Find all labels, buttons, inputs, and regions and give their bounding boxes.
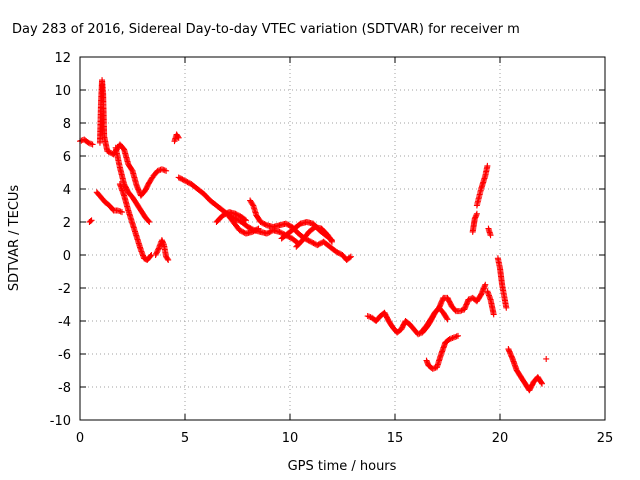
- data-point: [88, 217, 95, 224]
- data-point: [145, 218, 152, 225]
- data-point: [155, 246, 162, 253]
- y-tick-label: 4: [63, 183, 71, 198]
- data-point: [444, 316, 451, 323]
- data-point: [87, 218, 94, 225]
- chart-title: Day 283 of 2016, Sidereal Day-to-day VTE…: [12, 22, 520, 37]
- data-point: [473, 210, 480, 217]
- y-tick-label: 8: [63, 117, 71, 132]
- y-tick-label: -6: [58, 348, 71, 363]
- data-point: [165, 256, 172, 263]
- data-point: [241, 216, 248, 223]
- x-tick-label: 0: [76, 431, 84, 446]
- data-point: [443, 315, 450, 322]
- data-point: [89, 141, 96, 148]
- x-tick-label: 15: [387, 431, 404, 446]
- data-point: [429, 365, 436, 372]
- y-tick-label: 6: [63, 150, 71, 165]
- data-point: [254, 226, 261, 233]
- y-tick-labels: -10 -8 -6 -4 -2 0 2 4 6 8 10 12: [50, 51, 71, 429]
- data-point: [152, 252, 159, 258]
- x-tick-label: 20: [492, 431, 509, 446]
- x-tick-label: 25: [597, 431, 614, 446]
- data-point: [539, 380, 545, 387]
- y-tick-label: 0: [63, 249, 71, 264]
- y-tick-label: 10: [54, 84, 71, 99]
- y-tick-label: -4: [58, 315, 71, 330]
- data-point: [255, 225, 262, 232]
- y-tick-label: -8: [58, 381, 71, 396]
- data-point: [146, 219, 153, 225]
- data-point: [457, 308, 464, 315]
- data-point: [415, 331, 422, 338]
- y-tick-label: -2: [58, 282, 71, 297]
- x-tick-label: 5: [181, 431, 189, 446]
- data-point: [484, 162, 491, 169]
- data-point: [455, 332, 461, 339]
- data-point: [328, 237, 335, 244]
- data-point: [482, 281, 489, 288]
- data-point: [448, 335, 454, 342]
- data-point: [242, 217, 249, 224]
- plot-frame: [79, 56, 606, 421]
- data-point: [487, 232, 494, 239]
- x-axis-label: GPS time / hours: [288, 459, 397, 474]
- data-point: [175, 133, 181, 140]
- data-point: [503, 304, 510, 311]
- data-point: [346, 254, 353, 261]
- y-tick-label: -10: [50, 414, 71, 429]
- data-point: [147, 252, 154, 259]
- data-point: [249, 201, 256, 208]
- y-tick-label: 12: [54, 51, 71, 66]
- y-tick-label: 2: [63, 216, 71, 231]
- data-point: [364, 313, 371, 320]
- data-point: [153, 250, 160, 257]
- data-point: [452, 333, 459, 340]
- data-point: [543, 355, 550, 362]
- data-point: [175, 134, 182, 141]
- axis-ticks: [79, 56, 606, 421]
- data-points: [77, 77, 550, 394]
- data-point: [490, 311, 497, 318]
- x-tick-labels: 0 5 10 15 20 25: [76, 431, 613, 446]
- data-point: [538, 379, 545, 386]
- data-point: [153, 249, 160, 256]
- grid-lines: [80, 57, 605, 420]
- data-point: [163, 167, 170, 174]
- x-tick-label: 10: [282, 431, 299, 446]
- y-axis-label: SDTVAR / TECUs: [7, 185, 22, 292]
- data-point: [154, 248, 161, 255]
- data-point: [329, 238, 335, 245]
- data-point: [119, 209, 125, 216]
- data-point: [347, 253, 354, 260]
- data-point: [164, 255, 171, 262]
